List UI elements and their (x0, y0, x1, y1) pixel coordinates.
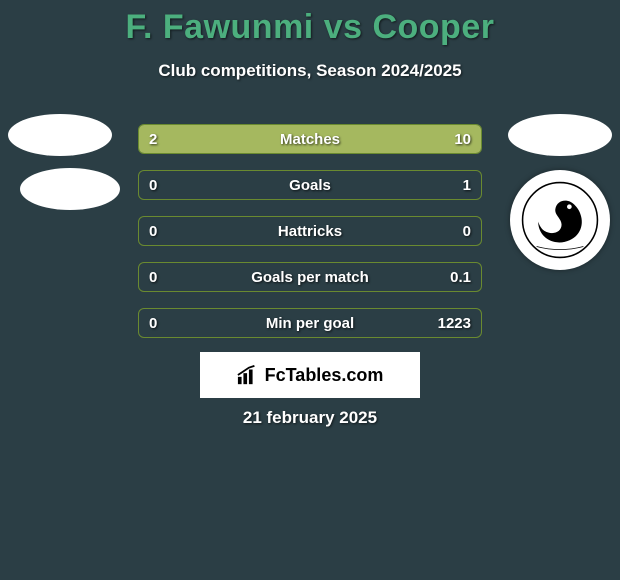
stat-label: Goals per match (139, 263, 481, 291)
stats-container: 2 Matches 10 0 Goals 1 0 Hattricks 0 0 G… (138, 124, 482, 354)
stat-row-mpg: 0 Min per goal 1223 (138, 308, 482, 338)
stat-row-gpm: 0 Goals per match 0.1 (138, 262, 482, 292)
stat-label: Goals (139, 171, 481, 199)
stat-label: Hattricks (139, 217, 481, 245)
date-text: 21 february 2025 (0, 408, 620, 428)
stat-right-value: 0 (463, 217, 471, 245)
brand-badge[interactable]: FcTables.com (200, 352, 420, 398)
stat-label: Min per goal (139, 309, 481, 337)
stat-right-value: 1223 (438, 309, 471, 337)
team-left-emblem-2 (20, 168, 120, 210)
team-right-badge (510, 170, 610, 270)
brand-text: FcTables.com (265, 365, 384, 386)
stat-row-hattricks: 0 Hattricks 0 (138, 216, 482, 246)
stat-right-value: 10 (454, 125, 471, 153)
page-title: F. Fawunmi vs Cooper (0, 0, 620, 47)
stat-right-value: 0.1 (450, 263, 471, 291)
team-right-emblem-1 (508, 114, 612, 156)
swan-icon (521, 181, 599, 259)
team-left-emblem-1 (8, 114, 112, 156)
stat-right-value: 1 (463, 171, 471, 199)
chart-icon (237, 365, 259, 385)
stat-row-goals: 0 Goals 1 (138, 170, 482, 200)
stat-label: Matches (139, 125, 481, 153)
subtitle: Club competitions, Season 2024/2025 (0, 61, 620, 81)
stat-row-matches: 2 Matches 10 (138, 124, 482, 154)
